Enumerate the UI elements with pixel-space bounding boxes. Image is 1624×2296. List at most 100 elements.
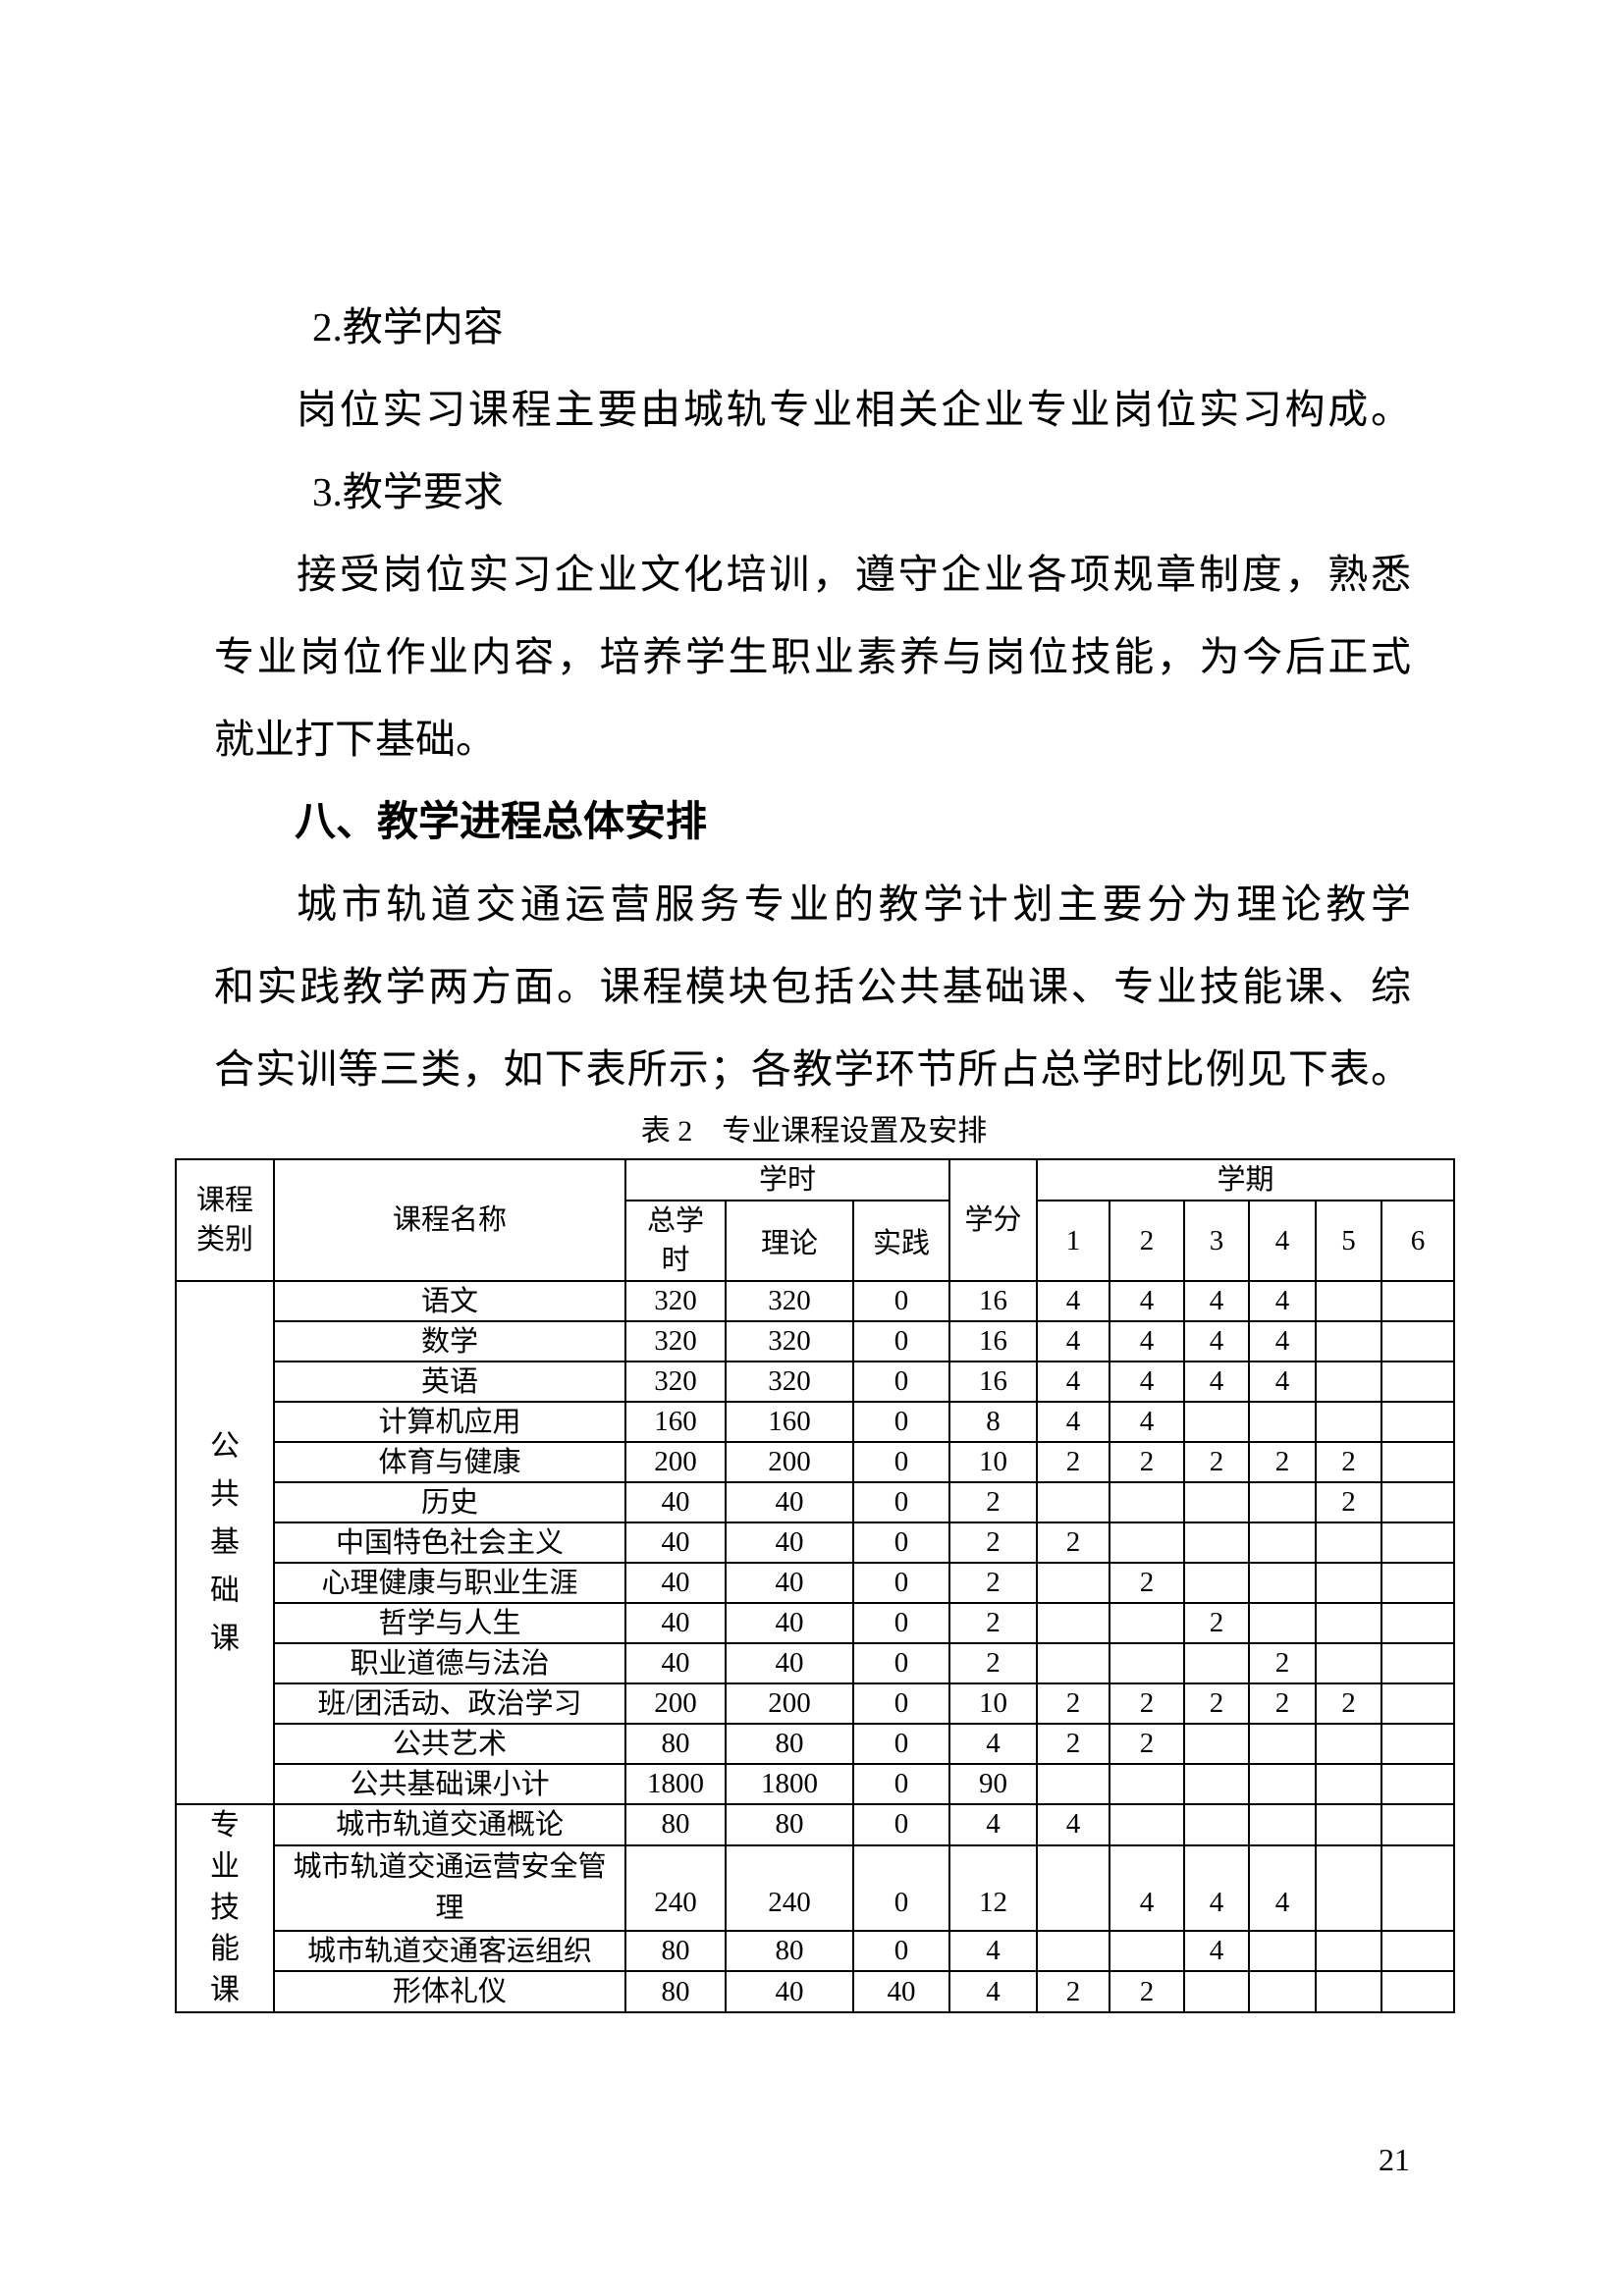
value-cell — [1315, 1320, 1383, 1362]
value-cell: 4 — [1109, 1320, 1186, 1362]
value-cell: 16 — [948, 1320, 1039, 1362]
value-cell — [1380, 1843, 1456, 1932]
value-cell: 4 — [948, 1970, 1039, 2013]
course-name-cell: 城市轨道交通概论 — [273, 1803, 626, 1846]
value-cell — [1109, 1522, 1186, 1564]
value-cell: 4 — [1036, 1361, 1111, 1403]
numbered-item: 2.教学内容 — [312, 304, 504, 349]
table-row: 体育与健康 200 200 0 10 2 2 2 2 2 — [176, 1441, 1456, 1483]
value-cell: 0 — [851, 1682, 951, 1725]
value-cell — [1248, 1562, 1318, 1604]
header-theory: 理论 — [725, 1200, 854, 1282]
value-cell — [1036, 1642, 1111, 1684]
numbered-item: 3.教学要求 — [312, 469, 504, 514]
value-cell: 200 — [624, 1682, 727, 1725]
value-cell: 4 — [1183, 1929, 1251, 1973]
value-cell: 160 — [624, 1401, 727, 1443]
value-cell: 320 — [624, 1320, 727, 1362]
table-row: 形体礼仪 80 40 40 4 2 2 — [176, 1970, 1456, 2013]
value-cell — [1380, 1562, 1456, 1604]
value-cell: 4 — [1248, 1361, 1318, 1403]
value-cell: 40 — [851, 1970, 951, 2013]
value-cell: 80 — [624, 1970, 727, 2013]
value-cell: 0 — [851, 1401, 951, 1443]
value-cell: 2 — [948, 1642, 1039, 1684]
value-cell: 0 — [851, 1280, 951, 1322]
header-hours-group: 学时 — [623, 1158, 951, 1201]
value-cell — [1315, 1723, 1383, 1765]
value-cell: 80 — [725, 1723, 854, 1765]
value-cell: 2 — [1315, 1682, 1383, 1725]
value-cell: 40 — [624, 1642, 727, 1684]
value-cell: 8 — [948, 1401, 1039, 1443]
value-cell — [1315, 1562, 1383, 1604]
course-name-cell: 计算机应用 — [273, 1401, 626, 1443]
value-cell: 2 — [1315, 1481, 1383, 1523]
value-cell — [1036, 1562, 1111, 1604]
value-cell: 0 — [851, 1929, 951, 1973]
value-cell: 16 — [948, 1361, 1039, 1403]
table-row: 历史 40 40 0 2 2 — [176, 1481, 1456, 1523]
paragraph-line: 合实训等三类，如下表所示；各教学环节所占总学时比例见下表。 — [214, 1046, 1411, 1092]
value-cell — [1036, 1843, 1111, 1932]
table-row: 英语 320 320 0 16 4 4 4 4 — [176, 1361, 1456, 1403]
value-cell: 40 — [725, 1481, 854, 1523]
value-cell: 0 — [851, 1602, 951, 1644]
value-cell: 0 — [851, 1481, 951, 1523]
value-cell: 4 — [1109, 1401, 1186, 1443]
value-cell: 2 — [1036, 1441, 1111, 1483]
value-cell — [1380, 1320, 1456, 1362]
value-cell — [1248, 1723, 1318, 1765]
value-cell: 4 — [1248, 1843, 1318, 1932]
value-cell: 4 — [948, 1803, 1039, 1846]
table-caption: 表 2 专业课程设置及安排 — [640, 1115, 988, 1148]
value-cell: 160 — [725, 1401, 854, 1443]
value-cell: 2 — [1109, 1682, 1186, 1725]
value-cell: 240 — [725, 1843, 854, 1932]
value-cell — [1183, 1723, 1251, 1765]
value-cell: 4 — [1036, 1401, 1111, 1443]
value-cell: 200 — [624, 1441, 727, 1483]
value-cell: 2 — [948, 1602, 1039, 1644]
value-cell — [1380, 1929, 1456, 1973]
value-cell — [1109, 1481, 1186, 1523]
value-cell — [1380, 1803, 1456, 1846]
category-cell: 公共基础课 — [175, 1280, 275, 1805]
value-cell — [1380, 1361, 1456, 1403]
value-cell: 4 — [1036, 1280, 1111, 1322]
value-cell: 4 — [948, 1723, 1039, 1765]
value-cell: 80 — [725, 1929, 854, 1973]
table-row: 心理健康与职业生涯 40 40 0 2 2 — [176, 1562, 1456, 1604]
header-semester-5: 5 — [1315, 1200, 1383, 1282]
value-cell — [1380, 1401, 1456, 1443]
course-schedule-table: 课程类别 课程名称 学时 学分 学期 总学时 理论 实践 1 2 3 4 5 6… — [175, 1158, 1456, 2013]
table-row: 计算机应用 160 160 0 8 4 4 — [176, 1401, 1456, 1443]
value-cell: 4 — [1109, 1843, 1186, 1932]
value-cell — [1109, 1602, 1186, 1644]
value-cell: 320 — [725, 1320, 854, 1362]
value-cell — [1380, 1682, 1456, 1725]
value-cell — [1109, 1642, 1186, 1684]
value-cell: 4 — [1109, 1280, 1186, 1322]
header-practice: 实践 — [851, 1200, 951, 1282]
value-cell: 1800 — [624, 1763, 727, 1805]
value-cell: 0 — [851, 1763, 951, 1805]
value-cell: 0 — [851, 1441, 951, 1483]
value-cell: 320 — [725, 1280, 854, 1322]
value-cell — [1380, 1602, 1456, 1644]
table-row: 班/团活动、政治学习 200 200 0 10 2 2 2 2 2 — [176, 1682, 1456, 1725]
table-row: 城市轨道交通客运组织 80 80 0 4 4 — [176, 1929, 1456, 1973]
value-cell: 200 — [725, 1441, 854, 1483]
value-cell: 4 — [1183, 1361, 1251, 1403]
value-cell — [1315, 1970, 1383, 2013]
value-cell: 2 — [1036, 1682, 1111, 1725]
value-cell: 0 — [851, 1843, 951, 1932]
value-cell: 40 — [624, 1562, 727, 1604]
value-cell — [1380, 1441, 1456, 1483]
value-cell — [1315, 1522, 1383, 1564]
value-cell: 0 — [851, 1803, 951, 1846]
value-cell: 16 — [948, 1280, 1039, 1322]
value-cell — [1183, 1401, 1251, 1443]
value-cell — [1380, 1481, 1456, 1523]
value-cell: 2 — [1109, 1723, 1186, 1765]
